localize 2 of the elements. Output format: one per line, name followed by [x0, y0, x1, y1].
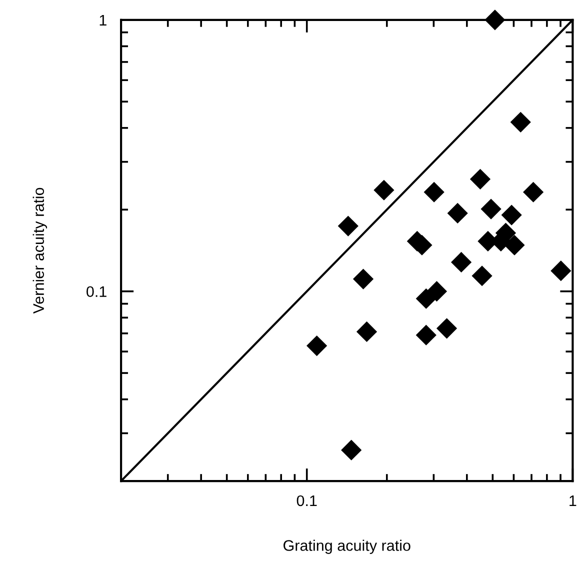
- x-axis-title: Grating acuity ratio: [284, 540, 410, 554]
- y-axis-title: Vernier acuity ratio: [32, 188, 48, 314]
